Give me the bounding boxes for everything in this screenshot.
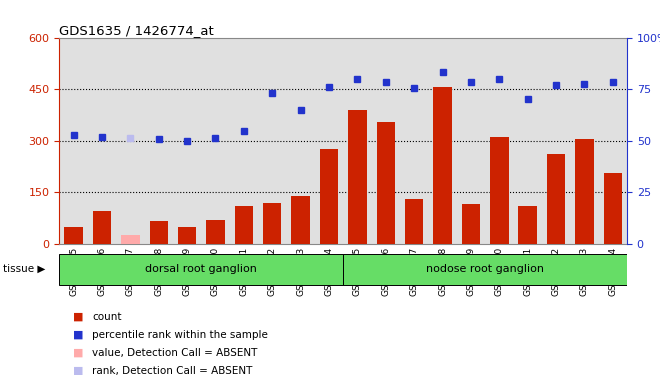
Bar — [292, 196, 310, 244]
Bar — [207, 220, 224, 244]
Bar — [547, 154, 565, 244]
Bar — [150, 221, 168, 244]
Bar — [405, 199, 423, 244]
Text: ■: ■ — [73, 366, 83, 375]
Bar — [348, 110, 366, 244]
Bar — [490, 137, 508, 244]
Bar — [263, 202, 281, 244]
Text: ■: ■ — [73, 330, 83, 340]
Text: GDS1635 / 1426774_at: GDS1635 / 1426774_at — [59, 24, 214, 38]
Bar — [65, 226, 82, 244]
Bar — [121, 235, 139, 244]
Bar — [519, 206, 537, 244]
FancyBboxPatch shape — [59, 254, 343, 285]
Bar — [178, 226, 196, 244]
Bar — [604, 173, 622, 244]
Text: count: count — [92, 312, 122, 322]
FancyBboxPatch shape — [343, 254, 627, 285]
Bar — [320, 149, 338, 244]
Text: percentile rank within the sample: percentile rank within the sample — [92, 330, 268, 340]
Text: tissue ▶: tissue ▶ — [3, 264, 46, 274]
Text: ■: ■ — [73, 312, 83, 322]
Bar — [462, 204, 480, 244]
Bar — [377, 122, 395, 244]
Text: ■: ■ — [73, 348, 83, 358]
Bar — [576, 139, 593, 244]
Text: nodose root ganglion: nodose root ganglion — [426, 264, 544, 274]
Bar — [434, 87, 451, 244]
Text: rank, Detection Call = ABSENT: rank, Detection Call = ABSENT — [92, 366, 253, 375]
Bar — [93, 211, 111, 244]
Bar — [235, 206, 253, 244]
Text: dorsal root ganglion: dorsal root ganglion — [145, 264, 257, 274]
Text: value, Detection Call = ABSENT: value, Detection Call = ABSENT — [92, 348, 258, 358]
